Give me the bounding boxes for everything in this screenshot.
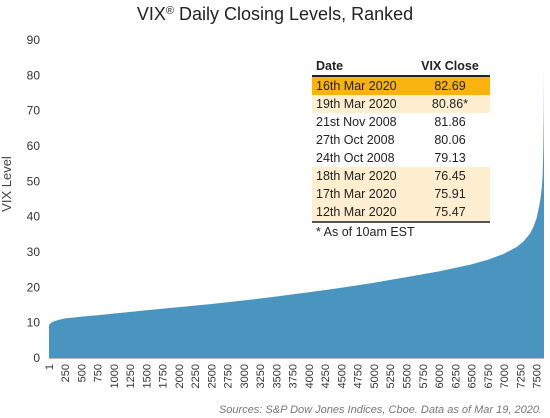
table-header-row: Date VIX Close <box>312 58 490 77</box>
x-axis: 1 250 500 750 1000 1250 1500 1750 2000 2250 2500 27… <box>44 358 544 388</box>
x-tick-label: 500 <box>76 364 88 382</box>
table-row: 17th Mar 2020 75.91 <box>312 185 490 203</box>
x-tick-label: 5500 <box>402 364 414 388</box>
y-axis: 0 10 20 30 40 50 60 70 80 90 <box>27 33 41 365</box>
row-vix-close: 81.86 <box>434 115 466 129</box>
row-vix-close: 76.45 <box>434 169 466 183</box>
table-row: 19th Mar 2020 80.86* <box>312 95 490 113</box>
chart-title: VIX® Daily Closing Levels, Ranked <box>0 4 550 25</box>
table-footnote: * As of 10am EST <box>312 221 490 241</box>
row-vix-close: 80.86* <box>431 97 469 111</box>
y-tick-label: 90 <box>27 33 41 47</box>
table-row: 12th Mar 2020 75.47 <box>312 203 490 221</box>
table-row: 21st Nov 2008 81.86 <box>312 113 490 131</box>
y-tick-label: 60 <box>27 139 41 153</box>
row-vix-close: 75.91 <box>434 187 466 201</box>
x-tick-label: 3750 <box>288 364 300 388</box>
x-tick-label: 2250 <box>190 364 202 388</box>
row-date: 12th Mar 2020 <box>316 205 397 219</box>
x-tick-label: 7000 <box>499 364 511 388</box>
x-tick-label: 7500 <box>532 364 544 388</box>
x-tick-label: 2000 <box>174 364 186 388</box>
row-date: 24th Oct 2008 <box>316 151 395 165</box>
x-tick-label: 1500 <box>141 364 153 388</box>
x-tick-label: 6750 <box>483 364 495 388</box>
row-vix-close: 75.47 <box>434 205 466 219</box>
x-tick-label: 2750 <box>223 364 235 388</box>
x-tick-label: 3000 <box>239 364 251 388</box>
source-note: Sources: S&P Dow Jones Indices, Cboe. Da… <box>218 404 542 416</box>
title-registered-mark: ® <box>165 5 174 17</box>
x-tick-label: 7250 <box>515 364 527 388</box>
table-row: 18th Mar 2020 76.45 <box>312 167 490 185</box>
table-row: 16th Mar 2020 82.69 <box>312 77 490 95</box>
x-tick-label: 1250 <box>125 364 137 388</box>
y-tick-label: 50 <box>27 174 41 188</box>
x-tick-label: 2500 <box>206 364 218 388</box>
row-date: 21st Nov 2008 <box>316 115 397 129</box>
vix-close-table: Date VIX Close 16th Mar 2020 82.69 19th Ma… <box>312 58 490 241</box>
x-tick-label: 5250 <box>385 364 397 388</box>
x-tick-label: 3250 <box>255 364 267 388</box>
row-date: 17th Mar 2020 <box>316 187 397 201</box>
x-tick-label: 4250 <box>320 364 332 388</box>
row-vix-close: 80.06 <box>434 133 466 147</box>
x-tick-label: 1750 <box>158 364 170 388</box>
y-tick-label: 10 <box>27 316 41 330</box>
x-tick-label: 3500 <box>271 364 283 388</box>
x-tick-label: 5750 <box>418 364 430 388</box>
x-tick-label: 1 <box>44 364 56 370</box>
header-date: Date <box>316 59 344 73</box>
y-tick-label: 30 <box>27 245 41 259</box>
y-tick-label: 40 <box>27 210 41 224</box>
y-tick-label: 20 <box>27 280 41 294</box>
x-tick-label: 250 <box>60 364 72 382</box>
y-tick-label: 70 <box>27 104 41 118</box>
row-vix-close: 79.13 <box>434 151 466 165</box>
title-main: VIX <box>136 4 166 24</box>
x-tick-label: 1000 <box>109 364 121 388</box>
vix-area-series <box>49 65 544 358</box>
x-tick-label: 5000 <box>369 364 381 388</box>
x-tick-label: 6500 <box>467 364 479 388</box>
x-tick-label: 6000 <box>434 364 446 388</box>
x-tick-label: 4500 <box>336 364 348 388</box>
row-date: 19th Mar 2020 <box>316 97 397 111</box>
row-date: 16th Mar 2020 <box>316 79 397 93</box>
table-row: 24th Oct 2008 79.13 <box>312 149 490 167</box>
x-tick-label: 4750 <box>353 364 365 388</box>
title-rest: Daily Closing Levels, Ranked <box>174 4 414 24</box>
header-vix-close: VIX Close <box>421 59 479 73</box>
x-tick-label: 4000 <box>304 364 316 388</box>
y-tick-label: 80 <box>27 68 41 82</box>
table-row: 27th Oct 2008 80.06 <box>312 131 490 149</box>
row-date: 18th Mar 2020 <box>316 169 397 183</box>
y-axis-title: VIX Level <box>0 156 14 212</box>
row-vix-close: 82.69 <box>434 79 466 93</box>
row-date: 27th Oct 2008 <box>316 133 395 147</box>
series-layer <box>49 65 544 358</box>
x-tick-label: 750 <box>93 364 105 382</box>
y-tick-label: 0 <box>33 351 40 365</box>
x-tick-label: 6250 <box>450 364 462 388</box>
table-body: 16th Mar 2020 82.69 19th Mar 2020 80.86* 21s… <box>312 77 490 221</box>
